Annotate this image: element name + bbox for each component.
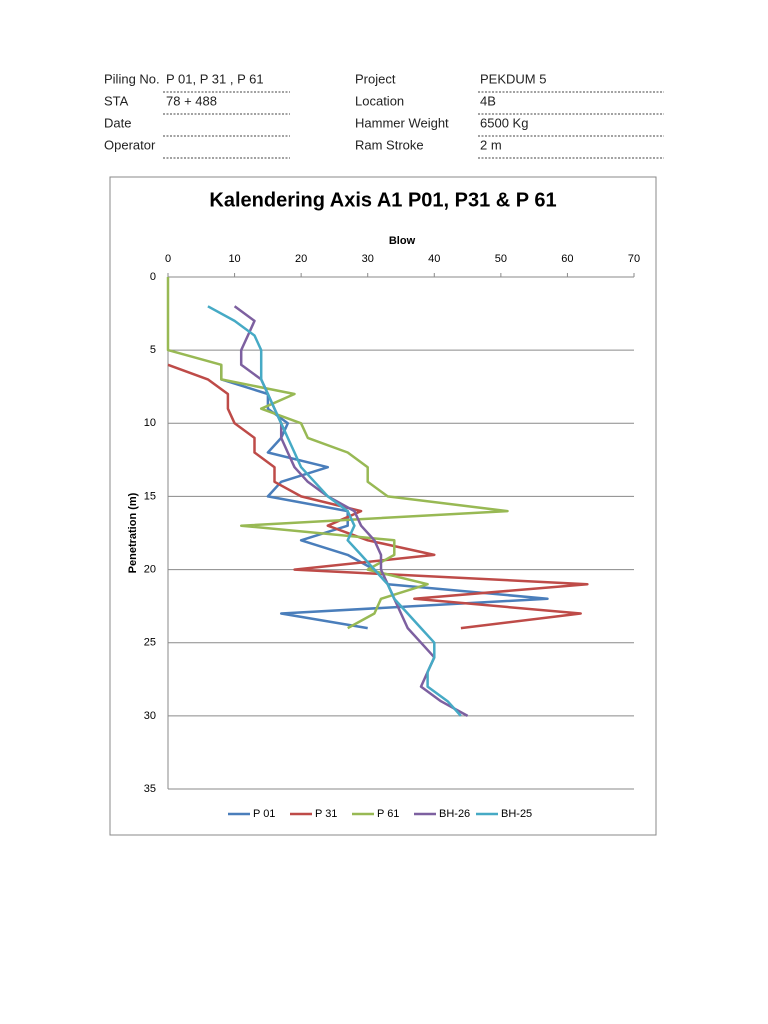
field-value: 4B <box>480 93 496 108</box>
x-axis-label: Blow <box>389 235 416 247</box>
series-line <box>167 363 589 630</box>
x-tick-label: 60 <box>561 253 573 265</box>
field-label: Operator <box>104 137 156 152</box>
field-label: Date <box>104 115 131 130</box>
field-label: Project <box>355 71 396 86</box>
chart-frame <box>109 176 657 836</box>
y-tick-label: 20 <box>144 563 156 575</box>
x-tick-label: 30 <box>362 253 374 265</box>
field-value: 2 m <box>480 137 502 152</box>
field-value: 78 + 488 <box>166 93 217 108</box>
field-label: Location <box>355 93 404 108</box>
field-label: Piling No. <box>104 71 160 86</box>
chart-title: Kalendering Axis A1 P01, P31 & P 61 <box>209 189 556 211</box>
field-value: 6500 Kg <box>480 115 528 130</box>
legend-label: BH-26 <box>439 808 470 820</box>
legend-label: P 61 <box>377 808 399 820</box>
series-line <box>166 277 509 630</box>
y-tick-label: 25 <box>144 637 156 649</box>
x-tick-label: 10 <box>228 253 240 265</box>
x-tick-label: 50 <box>495 253 507 265</box>
y-tick-label: 35 <box>144 783 156 795</box>
y-tick-label: 15 <box>144 490 156 502</box>
y-tick-label: 10 <box>144 417 156 429</box>
y-tick-label: 0 <box>150 271 156 283</box>
x-tick-label: 20 <box>295 253 307 265</box>
series-line <box>233 305 469 717</box>
legend-label: P 31 <box>315 808 337 820</box>
field-label: Hammer Weight <box>355 115 449 130</box>
y-tick-label: 30 <box>144 710 156 722</box>
legend-label: BH-25 <box>501 808 532 820</box>
x-tick-label: 70 <box>628 253 640 265</box>
y-axis-label: Penetration (m) <box>127 492 139 573</box>
field-value: PEKDUM 5 <box>480 71 546 86</box>
x-tick-label: 0 <box>165 253 171 265</box>
field-value: P 01, P 31 , P 61 <box>166 71 264 86</box>
series-line <box>207 305 462 717</box>
legend-label: P 01 <box>253 808 275 820</box>
x-tick-label: 40 <box>428 253 440 265</box>
y-tick-label: 5 <box>150 344 156 356</box>
field-label: Ram Stroke <box>355 137 424 152</box>
field-label: STA <box>104 93 129 108</box>
